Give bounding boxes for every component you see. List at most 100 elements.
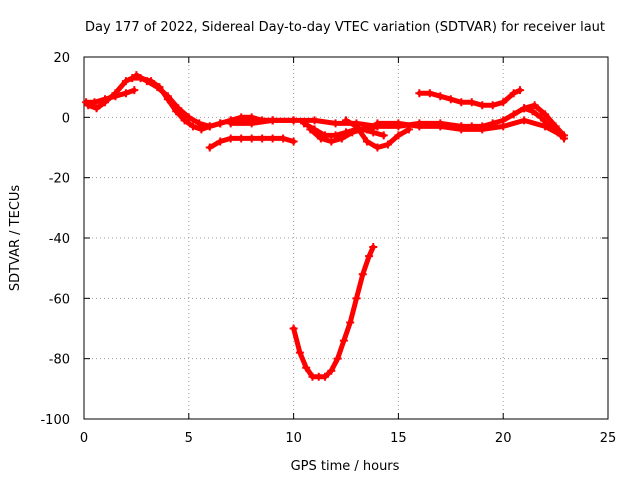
data-point xyxy=(258,134,267,143)
data-point xyxy=(394,131,403,140)
y-axis-label: SDTVAR / TECUs xyxy=(8,185,23,292)
data-point xyxy=(316,134,325,143)
data-point xyxy=(237,113,246,122)
data-point xyxy=(436,122,445,131)
data-point xyxy=(365,252,374,261)
data-point xyxy=(295,348,304,357)
data-point xyxy=(121,89,130,98)
data-point xyxy=(226,119,235,128)
data-point xyxy=(478,101,487,110)
data-point xyxy=(415,122,424,131)
x-tick-label: 5 xyxy=(185,431,193,446)
data-point xyxy=(153,83,162,92)
data-point xyxy=(205,143,214,152)
data-point xyxy=(457,122,466,131)
data-point xyxy=(321,372,330,381)
y-tick-label: 0 xyxy=(62,111,70,126)
data-point xyxy=(536,113,545,122)
data-point xyxy=(333,354,342,363)
series-arc-m xyxy=(289,243,378,381)
data-point xyxy=(362,137,371,146)
data-point xyxy=(184,113,193,122)
data-point xyxy=(247,119,256,128)
data-point xyxy=(394,119,403,128)
data-point xyxy=(339,336,348,345)
series-arc-d xyxy=(205,134,298,152)
data-point xyxy=(499,116,508,125)
series-arc-j xyxy=(415,86,524,110)
y-tick-label: -80 xyxy=(49,353,70,368)
data-point xyxy=(216,137,225,146)
data-point xyxy=(379,131,388,140)
data-point xyxy=(197,125,206,134)
data-point xyxy=(289,324,298,333)
data-point xyxy=(306,125,315,134)
data-point xyxy=(415,89,424,98)
y-tick-label: -100 xyxy=(40,413,70,428)
data-point xyxy=(289,137,298,146)
data-point xyxy=(226,134,235,143)
data-point xyxy=(111,92,120,101)
data-point xyxy=(478,122,487,131)
data-point xyxy=(369,243,378,252)
data-point xyxy=(132,71,141,80)
data-point xyxy=(195,119,204,128)
data-point xyxy=(342,116,350,125)
series-trace xyxy=(291,244,376,380)
series-arc-h xyxy=(342,116,413,152)
data-point xyxy=(174,104,183,113)
data-point xyxy=(327,137,336,146)
data-point xyxy=(327,366,336,375)
data-point xyxy=(300,119,309,128)
data-point xyxy=(541,110,550,119)
series-arc-g xyxy=(306,125,388,146)
data-point xyxy=(488,101,497,110)
data-point xyxy=(545,122,554,131)
data-point xyxy=(457,98,466,107)
y-tick-label: -20 xyxy=(49,172,70,187)
chart-title: Day 177 of 2022, Sidereal Day-to-day VTE… xyxy=(85,20,605,35)
x-tick-label: 0 xyxy=(80,431,88,446)
data-point xyxy=(247,134,256,143)
data-point xyxy=(446,95,455,104)
data-point xyxy=(553,128,562,137)
data-point xyxy=(383,140,392,149)
data-point xyxy=(268,116,277,125)
x-axis: 0 5 10 15 20 25 xyxy=(80,57,616,446)
data-point xyxy=(302,363,311,372)
x-tick-label: 10 xyxy=(285,431,302,446)
series-arc-k xyxy=(457,101,568,140)
data-point xyxy=(142,77,151,86)
data-point xyxy=(130,86,139,95)
x-axis-label: GPS time / hours xyxy=(291,459,400,474)
data-point xyxy=(509,89,518,98)
data-point xyxy=(205,122,214,131)
data-point xyxy=(337,134,346,143)
data-point xyxy=(82,98,91,107)
data-point xyxy=(528,107,537,116)
data-point xyxy=(467,98,476,107)
data-point xyxy=(268,134,277,143)
data-point xyxy=(352,294,361,303)
data-point xyxy=(348,128,357,137)
data-point xyxy=(346,318,355,327)
series-arc-b xyxy=(82,86,139,107)
data-point xyxy=(279,134,288,143)
y-axis: -100 -80 -60 -40 -20 0 20 xyxy=(40,51,608,428)
data-point xyxy=(436,92,445,101)
data-point xyxy=(369,128,378,137)
data-point xyxy=(121,77,130,86)
data-point xyxy=(331,119,340,128)
data-point xyxy=(180,116,189,125)
y-tick-label: -40 xyxy=(49,232,70,247)
series-arc-l xyxy=(520,104,568,143)
data-point xyxy=(92,104,101,113)
data-point xyxy=(559,134,568,143)
data-point xyxy=(216,119,225,128)
data-point xyxy=(520,116,529,125)
x-tick-label: 25 xyxy=(600,431,617,446)
data-point xyxy=(530,101,539,110)
x-tick-label: 15 xyxy=(390,431,407,446)
